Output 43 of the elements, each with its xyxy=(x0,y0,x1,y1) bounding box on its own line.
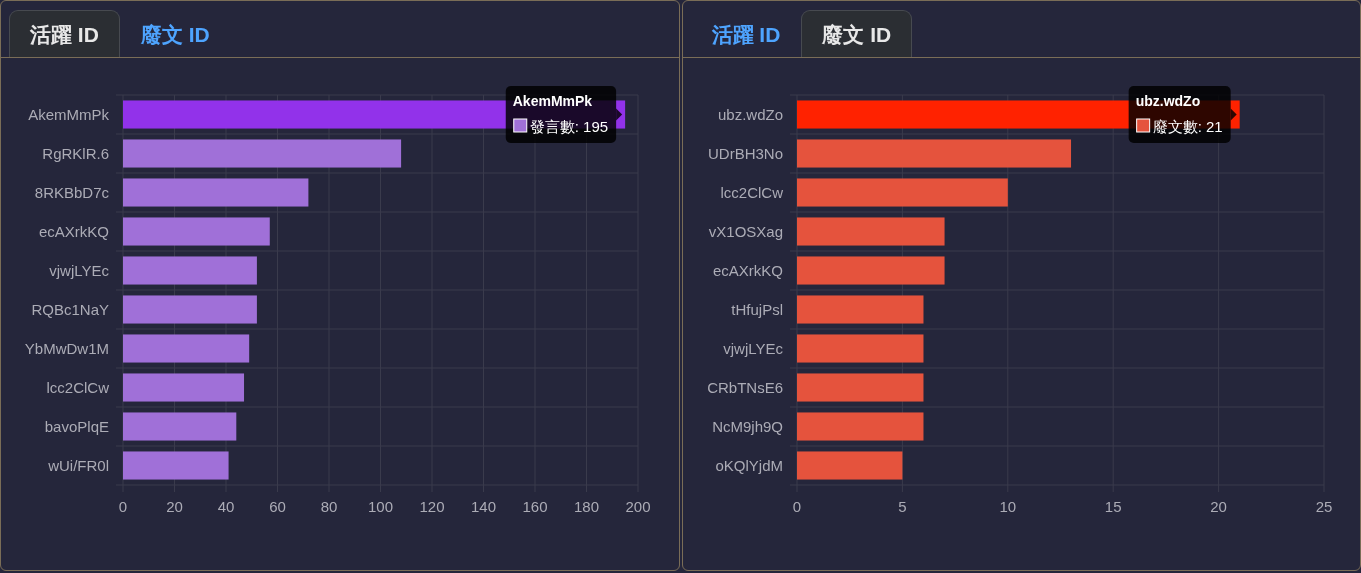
title: 活躍 ID xyxy=(9,10,120,57)
tick-label: 200 xyxy=(625,498,651,515)
category-label: oKQlYjdM xyxy=(714,456,783,474)
tooltip: AkemMmPk 發言數: 195 xyxy=(505,86,623,143)
category-label: CRbTNsE6 xyxy=(706,378,783,396)
category-label: UDrBH3No xyxy=(707,144,783,162)
category-label: NcM9jh9Q xyxy=(711,417,783,435)
category-label: lcc2ClCw xyxy=(720,183,783,201)
tooltip: ubz.wdZo 廢文數: 21 xyxy=(1128,86,1237,143)
tick-label: 140 xyxy=(471,498,496,515)
tick-label: 0 xyxy=(118,498,128,515)
tick-label: 10 xyxy=(998,498,1016,515)
annotation: 活躍 ID xyxy=(710,22,782,48)
tick-label: 60 xyxy=(269,498,286,515)
category-label: lcc2ClCw xyxy=(46,378,109,396)
category-label: tHfujPsl xyxy=(730,300,783,318)
category-label: 8RKBbD7c xyxy=(34,183,109,201)
category-label: vjwjLYEc xyxy=(49,261,109,279)
tick-label: 15 xyxy=(1104,498,1122,515)
tick-label: 80 xyxy=(320,498,338,515)
category-label: YbMwDw1M xyxy=(24,339,109,357)
annotation: 廢文 ID xyxy=(139,22,211,48)
category-label: RQBc1NaY xyxy=(31,300,109,318)
tick-label: 100 xyxy=(368,498,393,515)
tick-label: 160 xyxy=(522,498,548,515)
tick-label: 0 xyxy=(792,498,801,515)
category-label: vX1OSXag xyxy=(708,222,783,240)
title: 廢文 ID xyxy=(801,10,913,57)
category-label: AkemMmPk xyxy=(28,105,109,123)
category-label: ubz.wdZo xyxy=(717,105,783,123)
category-label: bavoPlqE xyxy=(44,417,109,435)
tick-label: 20 xyxy=(166,498,183,515)
category-label: wUi/FR0l xyxy=(48,456,109,474)
tick-label: 120 xyxy=(419,498,445,515)
tick-label: 20 xyxy=(1209,498,1227,515)
category-label: ecAXrkKQ xyxy=(38,222,109,240)
category-label: RgRKlR.6 xyxy=(42,144,109,162)
tick-label: 25 xyxy=(1315,498,1332,515)
category-label: vjwjLYEc xyxy=(722,339,783,357)
category-label: ecAXrkKQ xyxy=(712,261,783,279)
tick-label: 180 xyxy=(574,498,599,515)
tick-label: 40 xyxy=(217,498,235,515)
tick-label: 5 xyxy=(897,498,907,515)
